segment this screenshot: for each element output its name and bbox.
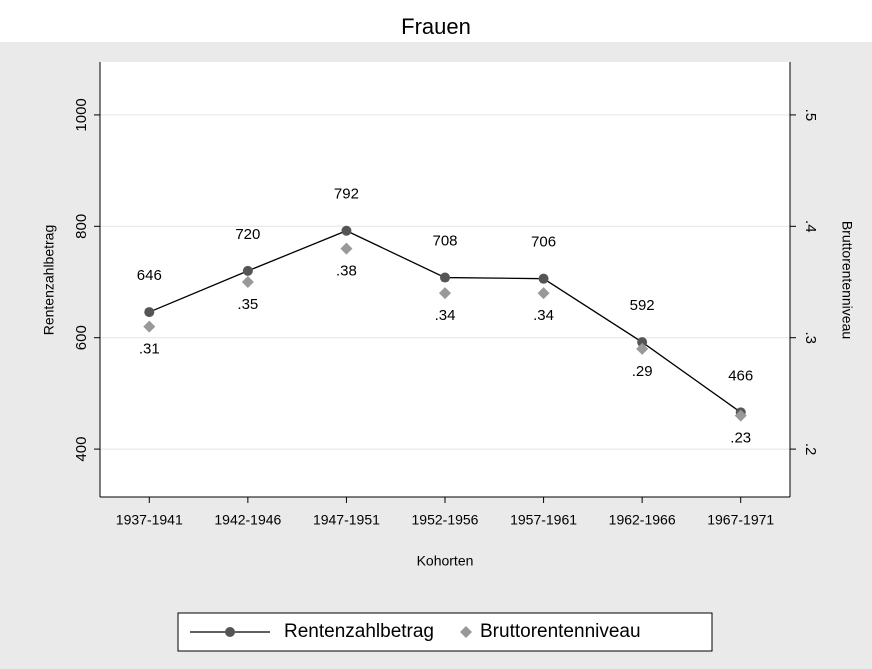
data-label: .31 [139, 341, 160, 358]
circle-marker [242, 265, 253, 276]
y-axis-title: Rentenzahlbetrag [41, 225, 57, 336]
diamond-marker [340, 242, 353, 255]
circle-marker [440, 272, 450, 283]
data-label: .34 [435, 307, 456, 324]
diamond-marker [143, 320, 156, 333]
x-tick-label: 1967-1971 [707, 512, 774, 528]
y2-tick-label: .5 [802, 109, 819, 122]
chart-title: Frauen [401, 14, 471, 39]
diamond-marker [241, 276, 254, 289]
data-label: .35 [237, 296, 258, 313]
diamond-marker [734, 409, 747, 422]
legend-marker [460, 626, 472, 638]
x-tick-label: 1937-1941 [116, 512, 183, 528]
circle-marker [341, 225, 352, 236]
circle-marker [144, 307, 155, 318]
data-label: .38 [336, 263, 357, 280]
y2-tick-label: .3 [802, 331, 819, 344]
x-tick-label: 1942-1946 [214, 512, 281, 528]
data-label: 720 [235, 226, 260, 243]
circle-marker [637, 337, 648, 348]
data-label: .29 [632, 363, 653, 380]
data-label: .34 [533, 307, 554, 324]
x-tick-label: 1957-1961 [510, 512, 577, 528]
y-tick-label: 800 [73, 214, 90, 239]
y2-axis-title: Bruttorentenniveau [839, 221, 855, 339]
data-label: 792 [334, 186, 359, 203]
circle-marker [538, 273, 549, 284]
legend-label: Rentenzahlbetrag [284, 621, 434, 642]
diamond-marker [537, 287, 550, 300]
diamond-marker [439, 287, 451, 300]
legend-label: Bruttorentenniveau [480, 621, 641, 642]
x-tick-label: 1962-1966 [609, 512, 676, 528]
x-axis-title: Kohorten [417, 553, 474, 569]
legend-marker [225, 627, 235, 637]
y-tick-label: 600 [73, 325, 90, 350]
data-label: 592 [630, 297, 655, 314]
y2-tick-label: .4 [802, 220, 819, 233]
data-label: 646 [137, 267, 162, 284]
data-label: .23 [730, 430, 751, 447]
y-tick-label: 1000 [73, 98, 90, 131]
x-tick-label: 1952-1956 [412, 512, 479, 528]
data-label: 708 [432, 233, 457, 250]
diamond-marker [636, 342, 649, 355]
y-tick-label: 400 [73, 437, 90, 462]
x-tick-label: 1947-1951 [313, 512, 380, 528]
data-label: 466 [728, 367, 753, 384]
data-label: 706 [531, 234, 556, 251]
y2-tick-label: .2 [802, 443, 819, 456]
